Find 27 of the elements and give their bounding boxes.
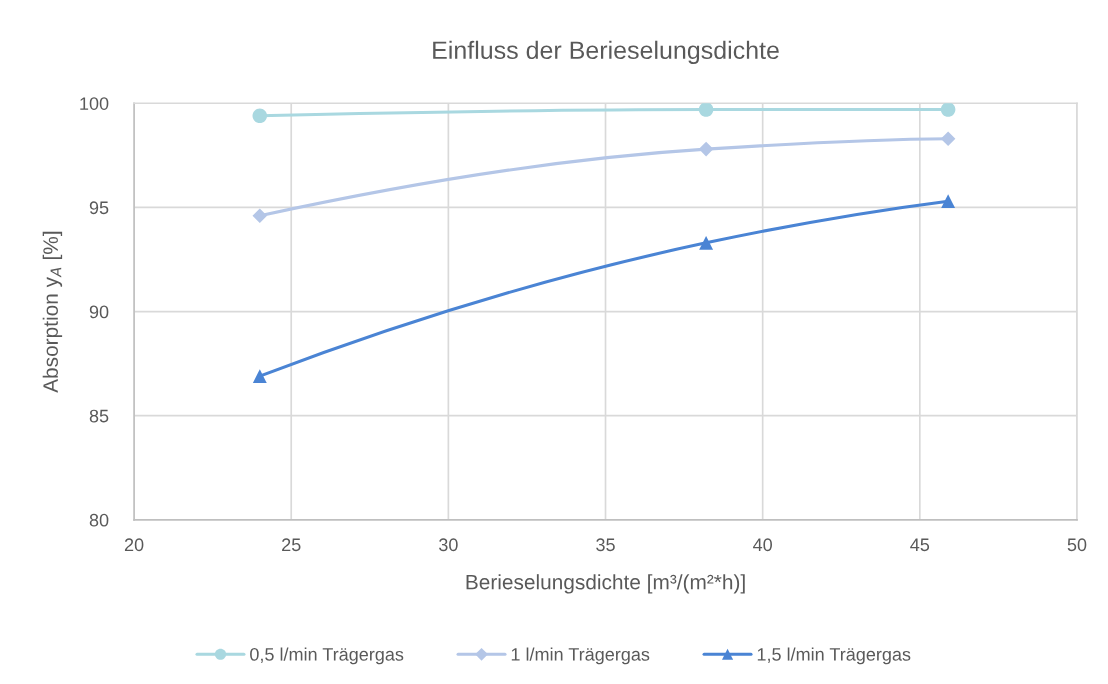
legend-label: 0,5 l/min Trägergas <box>250 647 404 665</box>
point <box>699 235 714 250</box>
x-tick-label: 45 <box>910 538 930 552</box>
y-axis-title: Absorption y$_{A}$ [%] <box>42 231 63 393</box>
point <box>252 108 268 124</box>
x-tick-label: 40 <box>753 538 773 552</box>
x-tick-label: 35 <box>596 538 615 552</box>
y-tick-label: 100 <box>80 97 109 110</box>
point <box>940 131 956 146</box>
y-tick-label: 85 <box>89 409 109 423</box>
point <box>252 369 267 384</box>
legend-label: 1 l/min Trägergas <box>511 647 650 665</box>
x-tick-label: 30 <box>439 538 458 552</box>
point <box>698 141 714 157</box>
chart-title: Einfluss der Berieselungsdichte <box>433 40 779 65</box>
x-tick-label: 50 <box>1067 538 1087 552</box>
y-tick-label: 80 <box>89 513 109 527</box>
y-tick-label: 95 <box>89 201 109 215</box>
legend-label: 1,5 l/min Trägergas <box>757 647 911 665</box>
x-tick-label: 20 <box>124 538 144 552</box>
point <box>941 194 956 209</box>
y-tick-label: 90 <box>89 305 109 319</box>
x-axis-title: Berieselungsdichte [m³/(m²*h)] <box>466 574 745 594</box>
x-tick-label: 25 <box>282 538 301 552</box>
point <box>698 103 714 117</box>
point <box>940 103 956 117</box>
point <box>252 208 268 224</box>
